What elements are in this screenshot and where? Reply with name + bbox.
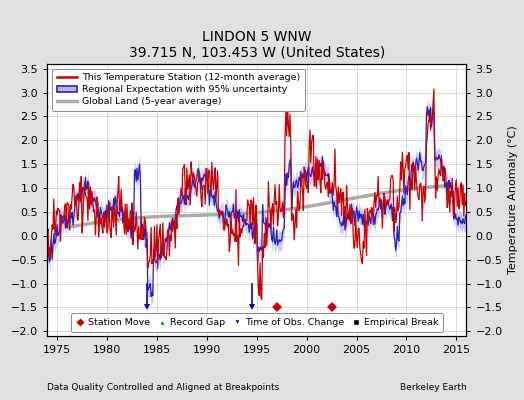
Title: LINDON 5 WNW
39.715 N, 103.453 W (United States): LINDON 5 WNW 39.715 N, 103.453 W (United… [128,30,385,60]
Y-axis label: Temperature Anomaly (°C): Temperature Anomaly (°C) [508,126,518,274]
Text: Data Quality Controlled and Aligned at Breakpoints: Data Quality Controlled and Aligned at B… [47,383,279,392]
Legend: Station Move, Record Gap, Time of Obs. Change, Empirical Break: Station Move, Record Gap, Time of Obs. C… [71,313,443,332]
Text: Berkeley Earth: Berkeley Earth [400,383,466,392]
